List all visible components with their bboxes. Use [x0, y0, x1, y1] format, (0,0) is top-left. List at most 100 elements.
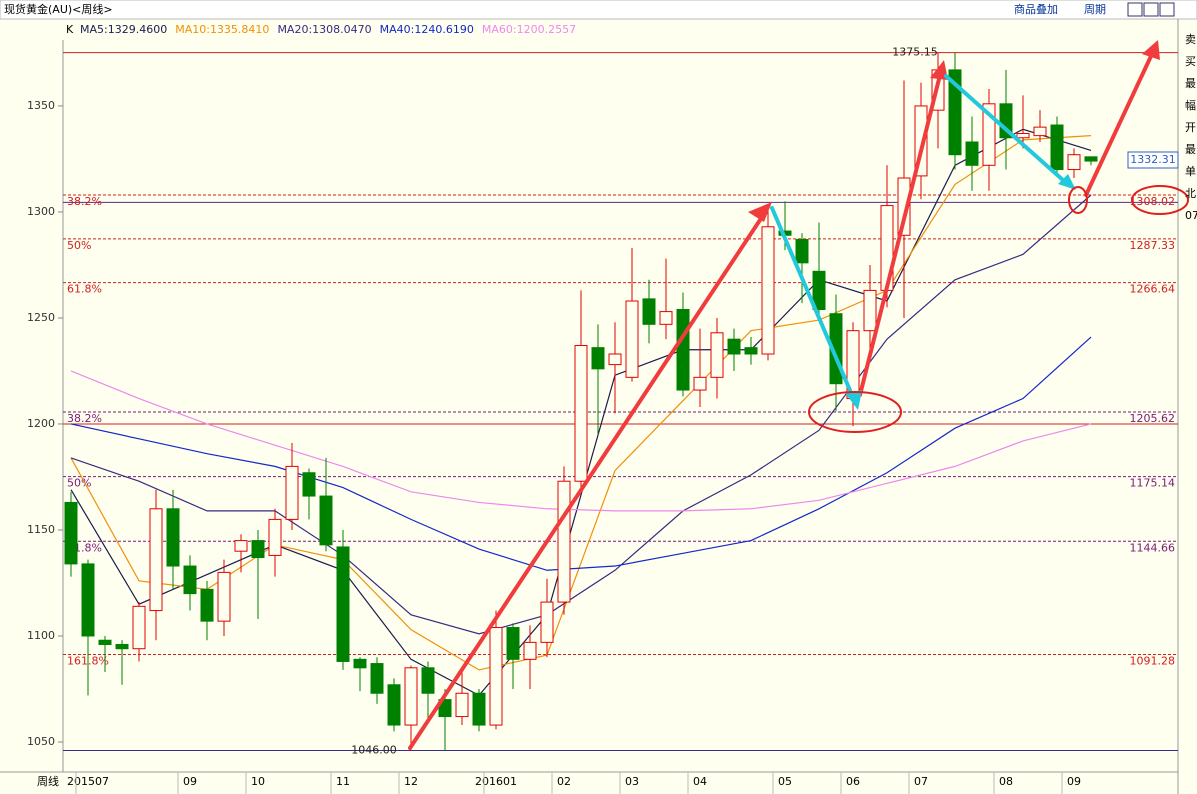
x-tick-label: 11: [336, 775, 350, 788]
x-tick-label: 05: [778, 775, 792, 788]
candle-body: [506, 627, 520, 660]
candle-body: [676, 308, 690, 391]
candle-body: [200, 588, 214, 622]
candle-body: [149, 508, 163, 612]
candle-body: [421, 667, 435, 694]
price-tag: 1332.31: [1130, 153, 1176, 166]
fib-price: 1091.28: [1130, 654, 1176, 667]
candle-body: [812, 270, 826, 310]
fib-ratio: 38.2%: [67, 195, 102, 208]
side-panel-text: 卖: [1185, 33, 1196, 46]
price-tag-box: [1127, 151, 1179, 169]
side-panel-text: 幅: [1185, 99, 1196, 112]
legend-entry: MA20:1308.0470: [277, 23, 371, 36]
candle-body: [948, 69, 962, 156]
candle-body: [166, 508, 180, 567]
fib-price: 1175.14: [1130, 477, 1176, 490]
x-tick-label: 201507: [67, 775, 109, 788]
side-panel-text: 最: [1185, 77, 1196, 90]
candle-body: [115, 643, 129, 650]
legend-entry: MA60:1200.2557: [482, 23, 576, 36]
x-tick-label: 03: [625, 775, 639, 788]
ma-line: [70, 194, 1092, 635]
candle-body: [370, 663, 384, 694]
candle-body: [455, 692, 469, 718]
candle-body: [1067, 154, 1081, 171]
legend-entry: MA5:1329.4600: [80, 23, 167, 36]
candle-body: [438, 699, 452, 718]
candle-body: [234, 540, 248, 552]
candle-body: [81, 563, 95, 637]
candle-body: [302, 472, 316, 497]
side-panel-text: 买: [1185, 55, 1196, 68]
candle-body: [897, 177, 911, 236]
ma-line: [70, 336, 1092, 571]
candle-body: [472, 692, 486, 726]
side-panel-text: 07: [1185, 209, 1197, 222]
candle-body: [336, 546, 350, 662]
candle-body: [285, 465, 299, 520]
legend-entry: MA40:1240.6190: [380, 23, 474, 36]
candle-body: [489, 627, 503, 726]
candle-body: [642, 298, 656, 325]
fib-ratio: 61.8%: [67, 283, 102, 296]
x-tick-label: 09: [183, 775, 197, 788]
x-tick-label: 10: [251, 775, 265, 788]
y-tick-label: 1350: [27, 99, 55, 112]
candle-body: [353, 658, 367, 669]
low-label: 1046.00: [351, 743, 397, 756]
fib-price: 1266.64: [1130, 283, 1176, 296]
y-tick-label: 1100: [27, 629, 55, 642]
x-tick-label: 06: [846, 775, 860, 788]
candle-body: [132, 605, 146, 650]
candle-body: [217, 571, 231, 622]
candle-body: [744, 347, 758, 355]
side-panel-text: 北: [1185, 187, 1196, 200]
candle-body: [625, 300, 639, 378]
x-tick-label: 12: [404, 775, 418, 788]
candle-body: [557, 480, 571, 603]
fib-price: 1287.33: [1130, 239, 1176, 252]
x-tick-label: 201601: [475, 775, 517, 788]
candle-body: [761, 226, 775, 355]
candle-body: [251, 540, 265, 559]
side-panel-text: 最: [1185, 143, 1196, 156]
side-panel-text: 开: [1185, 121, 1196, 134]
x-tick-label: 02: [557, 775, 571, 788]
candle-body: [574, 345, 588, 482]
x-tick-label: 07: [914, 775, 928, 788]
legend-entry: MA10:1335.8410: [175, 23, 269, 36]
candle-body: [1050, 124, 1064, 171]
candle-body: [693, 376, 707, 391]
candle-body: [1084, 156, 1098, 162]
candle-body: [710, 332, 724, 378]
y-tick-label: 1300: [27, 205, 55, 218]
ma-line: [70, 370, 1092, 512]
fib-ratio: 50%: [67, 477, 91, 490]
period-button[interactable]: 周期: [1084, 3, 1106, 16]
y-tick-label: 1150: [27, 523, 55, 536]
x-tick-label: 08: [999, 775, 1013, 788]
candle-body: [404, 667, 418, 726]
candle-body: [523, 641, 537, 660]
x-tick-label: 09: [1067, 775, 1081, 788]
chart-title: 现货黄金(AU)<周线>: [4, 2, 113, 16]
fib-price: 1205.62: [1130, 412, 1176, 425]
fib-price: 1308.02: [1130, 195, 1176, 208]
candle-body: [540, 601, 554, 643]
candle-body: [98, 639, 112, 645]
side-panel-text: 单: [1185, 165, 1196, 178]
period-label: 周线: [37, 774, 59, 788]
k-label: K: [66, 23, 74, 36]
candle-body: [795, 239, 809, 264]
overlay-button[interactable]: 商品叠加: [1014, 2, 1058, 16]
y-tick-label: 1200: [27, 417, 55, 430]
annotations: [408, 40, 1189, 750]
candle-body: [727, 338, 741, 355]
candle-body: [659, 311, 673, 325]
candle-body: [387, 684, 401, 726]
candle-body: [268, 518, 282, 556]
fib-ratio: 50%: [67, 239, 91, 252]
window-icons[interactable]: [1127, 2, 1175, 17]
top-bar: [0, 0, 1197, 20]
